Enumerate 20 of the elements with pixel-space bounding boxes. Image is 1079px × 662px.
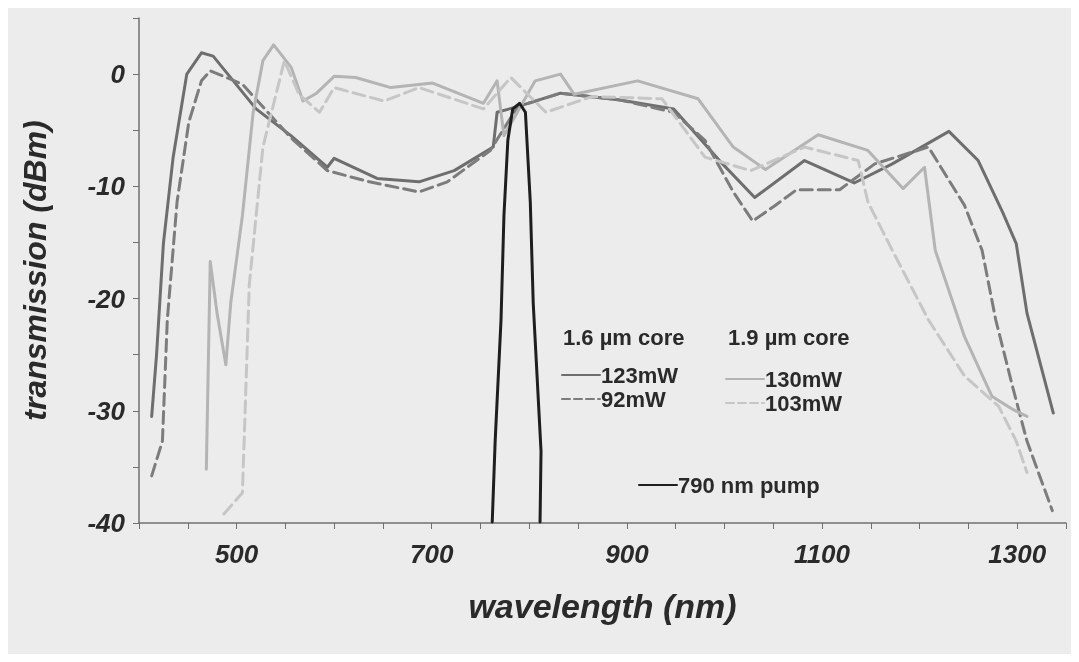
y-axis-title: transmission (dBm) [17,120,53,421]
line-series [490,101,543,524]
legend-label: 130mW [765,366,843,392]
x-axis-title: wavelength (nm) [468,587,737,625]
annotation: 1.9 µm core [728,324,850,350]
legend-label: 123mW [601,362,679,388]
y-tick-label: -30 [87,395,126,426]
y-tick-label: -10 [87,171,126,202]
legend-label: 92mW [601,386,667,412]
y-tick-label: -20 [87,283,126,314]
x-tick-label: 900 [605,539,650,569]
y-tick-label: 0 [110,59,126,90]
x-tick-label: 1100 [794,539,851,569]
y-tick-label: -40 [87,508,126,538]
x-tick-label: 1300 [988,539,1047,569]
annotation: 1.6 µm core [563,324,685,350]
x-tick-label: 700 [410,539,454,569]
x-tick-label: 500 [214,539,259,569]
legend-label: 790 nm pump [678,472,820,498]
legend-label: 103mW [765,390,843,416]
